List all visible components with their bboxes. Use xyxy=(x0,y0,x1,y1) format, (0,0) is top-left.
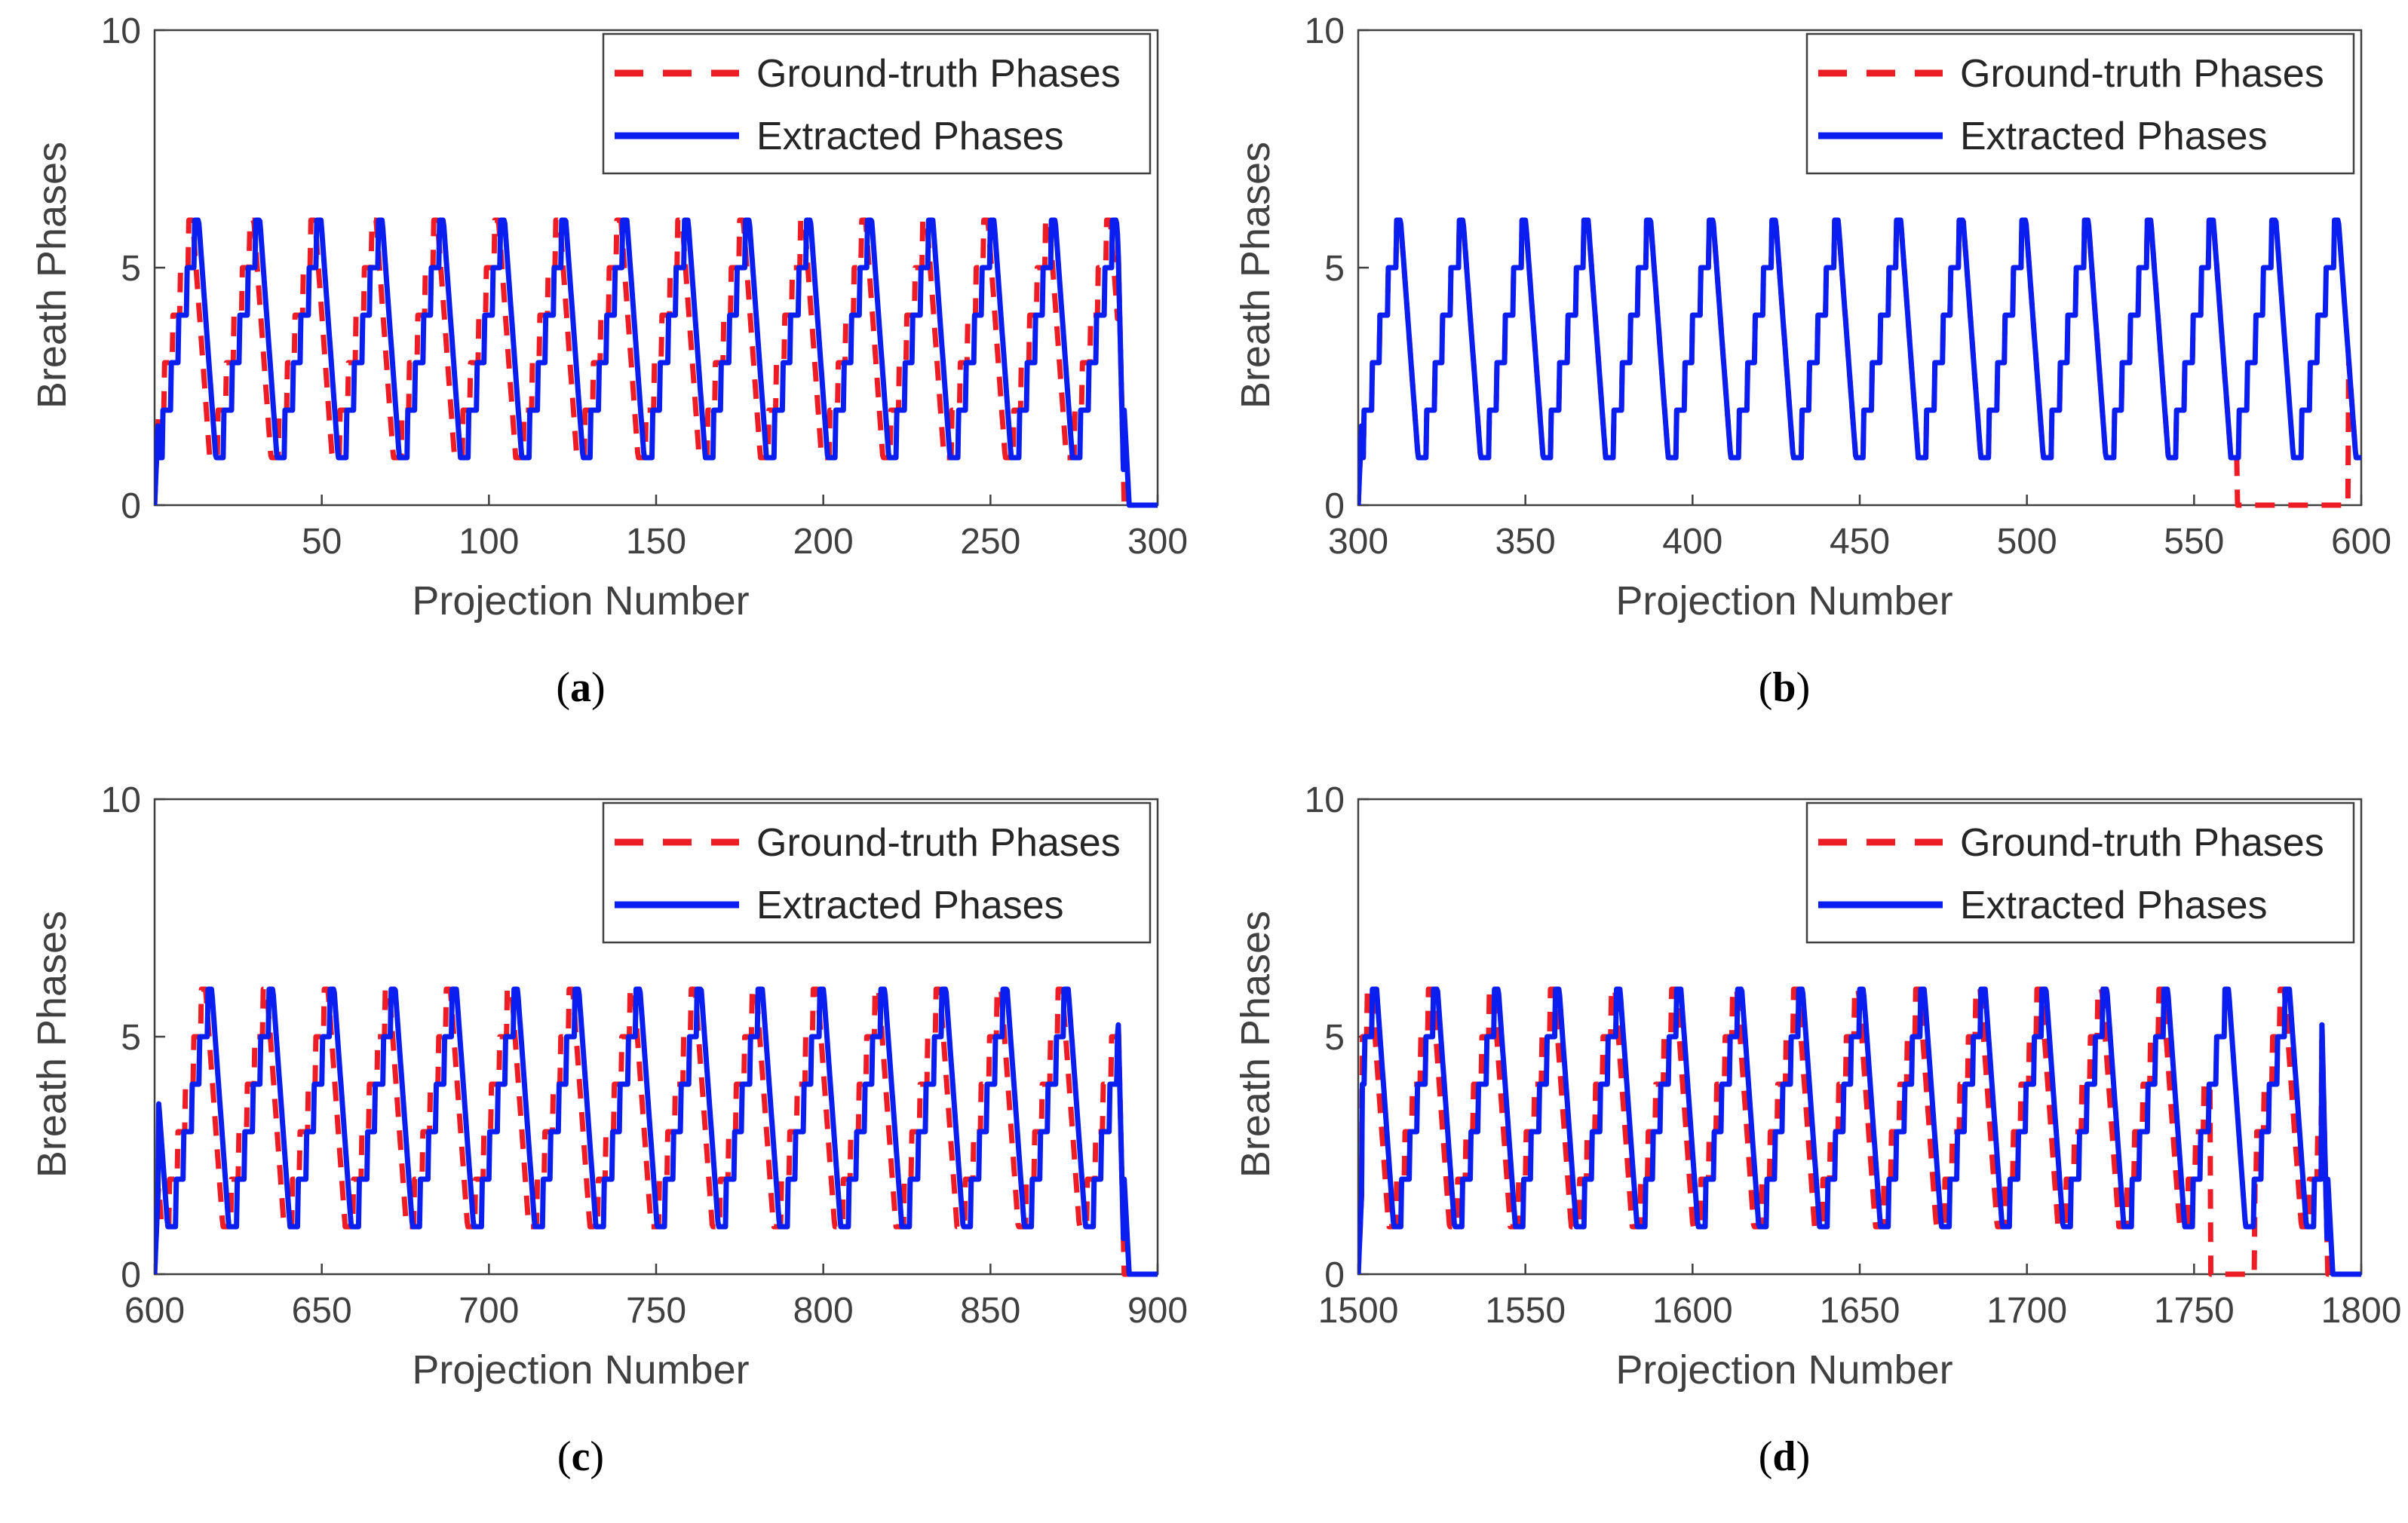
x-tick-label: 800 xyxy=(793,1291,854,1331)
panel-caption-letter: d xyxy=(1772,1433,1796,1480)
legend-extracted-label: Extracted Phases xyxy=(1960,884,2268,927)
y-tick-label: 0 xyxy=(1324,1255,1345,1295)
x-tick-label: 400 xyxy=(1662,522,1722,562)
x-tick-label: 750 xyxy=(626,1291,686,1331)
x-tick-label: 1500 xyxy=(1318,1291,1399,1331)
y-tick-label: 5 xyxy=(121,1018,141,1058)
x-tick-label: 300 xyxy=(1328,522,1388,562)
x-tick-label: 500 xyxy=(1997,522,2057,562)
x-tick-label: 700 xyxy=(459,1291,519,1331)
x-tick-label: 1600 xyxy=(1652,1291,1733,1331)
chart-svg: 300 350 400 450 500 550 600 0 5 10 Projection Numb… xyxy=(1233,11,2391,711)
extracted-series-line xyxy=(1358,217,2361,506)
y-tick-label: 0 xyxy=(121,486,141,526)
series-group xyxy=(1358,986,2361,1277)
series-group xyxy=(1358,217,2361,508)
legend-box xyxy=(1805,32,2355,175)
x-tick-label: 600 xyxy=(2331,522,2391,562)
legend-box xyxy=(1805,801,2355,944)
extracted-series-line xyxy=(155,217,1158,508)
x-axis-label: Projection Number xyxy=(1615,1347,1952,1393)
panel-d: 1500 1550 1600 1650 1700 1750 1800 0 5 10 Projecti… xyxy=(1204,769,2407,1523)
x-axis-label: Projection Number xyxy=(412,578,749,624)
x-tick-label: 550 xyxy=(2164,522,2224,562)
x-tick-label: 350 xyxy=(1495,522,1556,562)
x-tick-label: 150 xyxy=(626,522,686,562)
x-tick-label: 900 xyxy=(1127,1291,1188,1331)
panel-c: 600 650 700 750 800 850 900 0 5 10 Projection Numb… xyxy=(0,769,1204,1523)
x-axis-label: Projection Number xyxy=(412,1347,749,1393)
legend-extracted-label: Extracted Phases xyxy=(756,115,1064,158)
panel-caption: (b) xyxy=(1759,664,1810,711)
panel-caption: (a) xyxy=(556,664,605,711)
panel-caption-letter: c xyxy=(572,1433,590,1480)
x-axis-label: Projection Number xyxy=(1615,578,1952,624)
legend-ground-truth-label: Ground-truth Phases xyxy=(1960,821,2324,865)
y-axis-label: Breath Phases xyxy=(1233,911,1278,1178)
y-axis-label: Breath Phases xyxy=(1233,142,1278,409)
legend-box xyxy=(602,32,1152,175)
y-tick-label: 10 xyxy=(101,11,141,51)
x-tick-label: 250 xyxy=(960,522,1020,562)
y-tick-label: 0 xyxy=(121,1255,141,1295)
y-tick-label: 0 xyxy=(1324,486,1345,526)
x-tick-label: 300 xyxy=(1127,522,1188,562)
legend-extracted-label: Extracted Phases xyxy=(1960,115,2268,158)
x-tick-label: 600 xyxy=(124,1291,185,1331)
series-group xyxy=(155,217,1158,508)
panel-b: 300 350 400 450 500 550 600 0 5 10 Projection Numb… xyxy=(1204,0,2407,754)
panel-caption-letter: a xyxy=(570,664,591,711)
y-axis-label: Breath Phases xyxy=(29,142,75,409)
x-tick-label: 1700 xyxy=(1986,1291,2067,1331)
series-group xyxy=(155,986,1158,1277)
y-tick-label: 5 xyxy=(1324,1018,1345,1058)
legend-box xyxy=(602,801,1152,944)
x-tick-label: 200 xyxy=(793,522,854,562)
y-tick-label: 5 xyxy=(121,249,141,289)
y-tick-label: 10 xyxy=(1305,780,1345,820)
panel-caption: (d) xyxy=(1759,1433,1810,1480)
chart-svg: 50 100 150 200 250 300 0 5 10 Projection Number Br… xyxy=(29,11,1188,711)
y-tick-label: 10 xyxy=(1305,11,1345,51)
legend-ground-truth-label: Ground-truth Phases xyxy=(1960,52,2324,96)
x-tick-label: 850 xyxy=(960,1291,1020,1331)
x-tick-label: 1650 xyxy=(1820,1291,1900,1331)
legend-ground-truth-label: Ground-truth Phases xyxy=(756,821,1121,865)
panel-a: 50 100 150 200 250 300 0 5 10 Projection Number Br… xyxy=(0,0,1204,754)
extracted-series-line xyxy=(155,986,1158,1277)
chart-svg: 1500 1550 1600 1650 1700 1750 1800 0 5 10 Projecti… xyxy=(1233,780,2402,1480)
x-tick-label: 1750 xyxy=(2154,1291,2235,1331)
legend-extracted-label: Extracted Phases xyxy=(756,884,1064,927)
y-tick-label: 5 xyxy=(1324,249,1345,289)
panel-caption-letter: b xyxy=(1772,664,1796,711)
x-tick-label: 50 xyxy=(302,522,342,562)
chart-svg: 600 650 700 750 800 850 900 0 5 10 Projection Numb… xyxy=(29,780,1188,1480)
panel-caption: (c) xyxy=(557,1433,604,1480)
y-axis-label: Breath Phases xyxy=(29,911,75,1178)
x-tick-label: 450 xyxy=(1830,522,1890,562)
x-tick-label: 100 xyxy=(459,522,519,562)
x-tick-label: 1800 xyxy=(2321,1291,2402,1331)
legend-ground-truth-label: Ground-truth Phases xyxy=(756,52,1121,96)
extracted-series-line xyxy=(1358,986,2361,1277)
x-tick-label: 1550 xyxy=(1485,1291,1566,1331)
x-tick-label: 650 xyxy=(292,1291,352,1331)
y-tick-label: 10 xyxy=(101,780,141,820)
